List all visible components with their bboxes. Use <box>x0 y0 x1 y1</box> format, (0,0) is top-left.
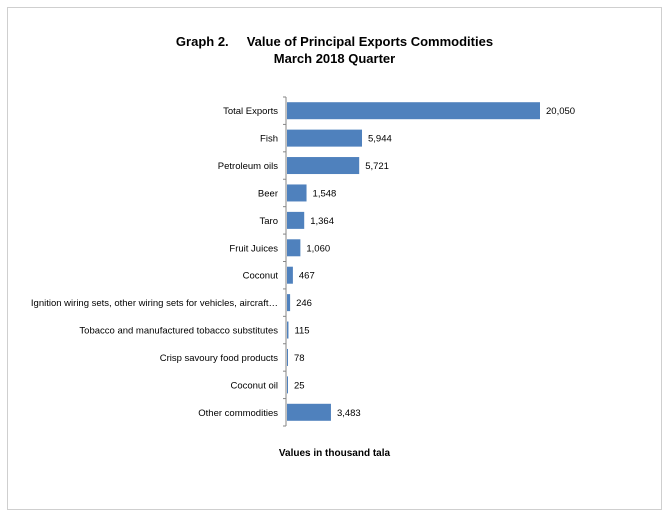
category-label-fish: Fish <box>260 134 278 145</box>
chart-frame <box>7 7 662 510</box>
category-label-fruit-juices: Fruit Juices <box>229 243 278 254</box>
data-label-fruit-juices: 1,060 <box>306 243 330 254</box>
data-label-coconut-oil: 25 <box>294 380 305 391</box>
bar-fruit-juices <box>287 239 301 257</box>
bar-tobacco-and-manufactured-tobacco-substit <box>287 321 289 339</box>
data-label-crisp-savoury-food-products: 78 <box>294 353 305 364</box>
category-label-coconut: Coconut <box>243 271 279 282</box>
category-label-tobacco-and-manufactured-tobacco-substit: Tobacco and manufactured tobacco substit… <box>79 326 278 337</box>
bar-other-commodities <box>287 403 331 421</box>
category-label-taro: Taro <box>260 216 278 227</box>
category-label-coconut-oil: Coconut oil <box>230 380 278 391</box>
bar-beer <box>287 184 307 202</box>
data-label-taro: 1,364 <box>310 216 334 227</box>
data-label-total-exports: 20,050 <box>546 106 575 117</box>
chart-title-line-2: March 2018 Quarter <box>273 51 396 66</box>
bar-petroleum-oils <box>287 157 360 175</box>
bar-taro <box>287 211 305 229</box>
data-label-petroleum-oils: 5,721 <box>365 161 389 172</box>
bar-ignition-wiring-sets-other-wiring-sets-f <box>287 294 291 312</box>
category-label-other-commodities: Other commodities <box>198 408 278 419</box>
bar-coconut-oil <box>287 376 288 394</box>
category-label-crisp-savoury-food-products: Crisp savoury food products <box>160 353 279 364</box>
data-label-other-commodities: 3,483 <box>337 408 361 419</box>
data-label-ignition-wiring-sets-other-wiring-sets-f: 246 <box>296 298 312 309</box>
x-axis-label: Values in thousand tala <box>278 448 391 459</box>
category-label-beer: Beer <box>258 188 278 199</box>
category-label-total-exports: Total Exports <box>223 106 278 117</box>
chart-title-line-1: Graph 2. Value of Principal Exports Comm… <box>175 34 494 49</box>
bar-total-exports <box>287 102 540 120</box>
bar-fish <box>287 129 363 147</box>
category-label-petroleum-oils: Petroleum oils <box>218 161 278 172</box>
bar-coconut <box>287 266 293 284</box>
data-label-coconut: 467 <box>299 271 315 282</box>
data-label-tobacco-and-manufactured-tobacco-substit: 115 <box>294 326 309 337</box>
data-label-fish: 5,944 <box>368 134 392 145</box>
chart-title: Graph 2. Value of Principal Exports Comm… <box>0 33 669 67</box>
bar-crisp-savoury-food-products <box>287 348 288 366</box>
data-label-beer: 1,548 <box>313 188 337 199</box>
category-label-ignition-wiring-sets-other-wiring-sets-f: Ignition wiring sets, other wiring sets … <box>31 298 278 309</box>
